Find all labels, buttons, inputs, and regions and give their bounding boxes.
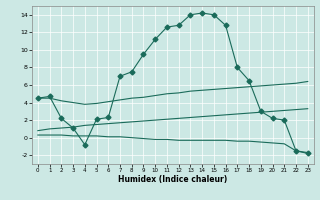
X-axis label: Humidex (Indice chaleur): Humidex (Indice chaleur) [118, 175, 228, 184]
